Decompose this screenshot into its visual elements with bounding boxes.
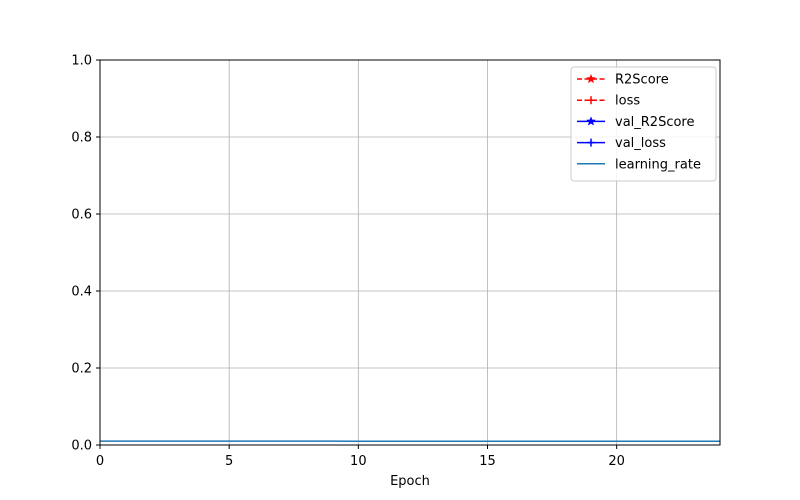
y-tick-label: 0.4 [71, 285, 92, 300]
y-tick-label: 0.6 [71, 208, 92, 223]
x-axis-label: Epoch [390, 474, 430, 489]
y-tick-label: 0.0 [71, 439, 92, 454]
legend-marker-star [586, 116, 596, 126]
x-tick-label: 20 [608, 454, 625, 469]
y-tick-label: 0.2 [71, 362, 92, 377]
x-tick-label: 10 [350, 454, 367, 469]
tick-layer: 0 5 10 15 20 0.0 0.2 0.4 0.6 0.8 1.0 [71, 54, 625, 470]
legend: R2Score loss val_R2Score val_loss learning_r… [570, 66, 717, 182]
legend-box [570, 66, 717, 182]
legend-label: R2Score [615, 73, 669, 88]
x-tick-label: 5 [225, 454, 233, 469]
legend-label: learning_rate [615, 157, 701, 172]
legend-label: loss [615, 94, 640, 109]
plot-frame [99, 59, 721, 446]
legend-label: val_loss [615, 136, 666, 151]
legend-label: val_R2Score [615, 115, 695, 130]
legend-marker-star [586, 73, 596, 84]
x-tick-label: 0 [96, 454, 104, 469]
y-tick-label: 0.8 [71, 131, 92, 146]
x-tick-label: 15 [479, 454, 496, 469]
y-tick-label: 1.0 [71, 54, 92, 69]
